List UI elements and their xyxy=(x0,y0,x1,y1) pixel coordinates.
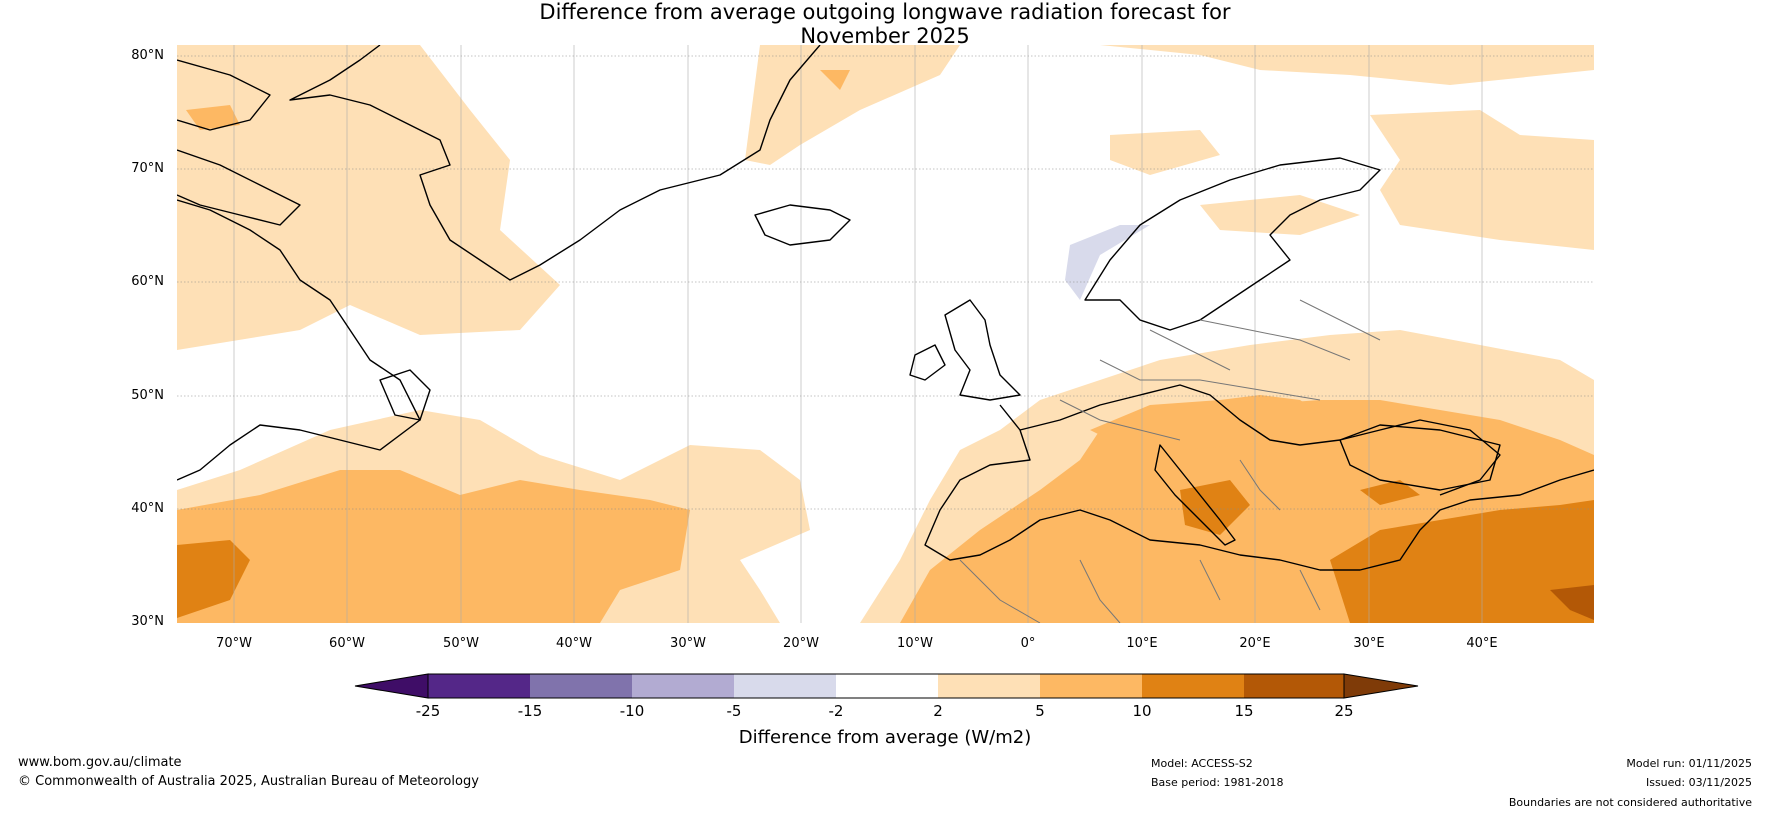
base-period: Base period: 1981-2018 xyxy=(1151,776,1284,789)
map-title: Difference from average outgoing longwav… xyxy=(0,0,1770,48)
lon-label-20w: 20°W xyxy=(783,636,819,651)
colorbar-tick-2: 2 xyxy=(933,702,943,720)
lon-label-0: 0° xyxy=(1020,636,1036,651)
boundaries-disclaimer: Boundaries are not considered authoritat… xyxy=(1508,796,1752,809)
map-title-line-1: Difference from average outgoing longwav… xyxy=(539,0,1231,24)
coastlines xyxy=(177,45,1594,571)
lon-label-40e: 40°E xyxy=(1466,636,1498,651)
colorbar-tick-5: 5 xyxy=(1035,702,1045,720)
colorbar-title: Difference from average (W/m2) xyxy=(738,727,1032,748)
lon-label-30e: 30°E xyxy=(1353,636,1385,651)
lat-label-60n: 60°N xyxy=(131,274,164,289)
anomaly-field xyxy=(177,45,1594,623)
lon-label-60w: 60°W xyxy=(329,636,365,651)
lon-label-30w: 30°W xyxy=(670,636,706,651)
lon-label-20e: 20°E xyxy=(1239,636,1271,651)
colorbar-extend-low xyxy=(354,673,429,699)
lat-label-40n: 40°N xyxy=(131,501,164,516)
copyright-text: © Commonwealth of Australia 2025, Austra… xyxy=(18,774,479,789)
lat-label-50n: 50°N xyxy=(131,388,164,403)
colorbar-tick-minus25: -25 xyxy=(415,702,441,720)
country-borders xyxy=(959,299,1381,623)
colorbar-bin-3 xyxy=(632,674,734,698)
map-title-line-2: November 2025 xyxy=(800,24,970,48)
colorbar-bin-8 xyxy=(1142,674,1244,698)
lon-label-50w: 50°W xyxy=(443,636,479,651)
latitude-gridlines xyxy=(177,55,1594,510)
colorbar-extend-high xyxy=(1343,673,1419,699)
colorbar-bin-7 xyxy=(1040,674,1142,698)
model-name: Model: ACCESS-S2 xyxy=(1151,757,1253,770)
colorbar-bin-6 xyxy=(938,674,1040,698)
anomaly-10-15-region xyxy=(177,480,1594,623)
lon-label-70w: 70°W xyxy=(216,636,252,651)
lat-label-80n: 80°N xyxy=(131,48,164,63)
colorbar-tick-minus2: -2 xyxy=(828,702,844,720)
lat-label-70n: 70°N xyxy=(131,161,164,176)
longitude-gridlines xyxy=(233,45,1483,623)
colorbar-tick-10: 10 xyxy=(1132,702,1152,720)
colorbar-bin-1 xyxy=(428,674,530,698)
anomaly-negative-region xyxy=(1065,225,1150,300)
anomaly-15-25-region xyxy=(1550,585,1594,620)
colorbar-tick-minus5: -5 xyxy=(726,702,742,720)
colorbar xyxy=(354,673,1419,699)
colorbar-bin-9 xyxy=(1244,674,1344,698)
lon-label-40w: 40°W xyxy=(556,636,592,651)
colorbar-bin-5 xyxy=(836,674,938,698)
colorbar-tick-25: 25 xyxy=(1334,702,1354,720)
colorbar-bin-2 xyxy=(530,674,632,698)
colorbar-outline xyxy=(427,673,1345,699)
colorbar-tick-minus15: -15 xyxy=(517,702,543,720)
lon-label-10w: 10°W xyxy=(897,636,933,651)
colorbar-tick-15: 15 xyxy=(1234,702,1254,720)
lon-label-10e: 10°E xyxy=(1126,636,1158,651)
colorbar-tick-minus10: -10 xyxy=(619,702,645,720)
issued-date: Issued: 03/11/2025 xyxy=(1645,776,1752,789)
lat-label-30n: 30°N xyxy=(131,614,164,629)
website-link[interactable]: www.bom.gov.au/climate xyxy=(18,755,182,770)
model-run-date: Model run: 01/11/2025 xyxy=(1626,757,1752,770)
colorbar-bin-4 xyxy=(734,674,836,698)
